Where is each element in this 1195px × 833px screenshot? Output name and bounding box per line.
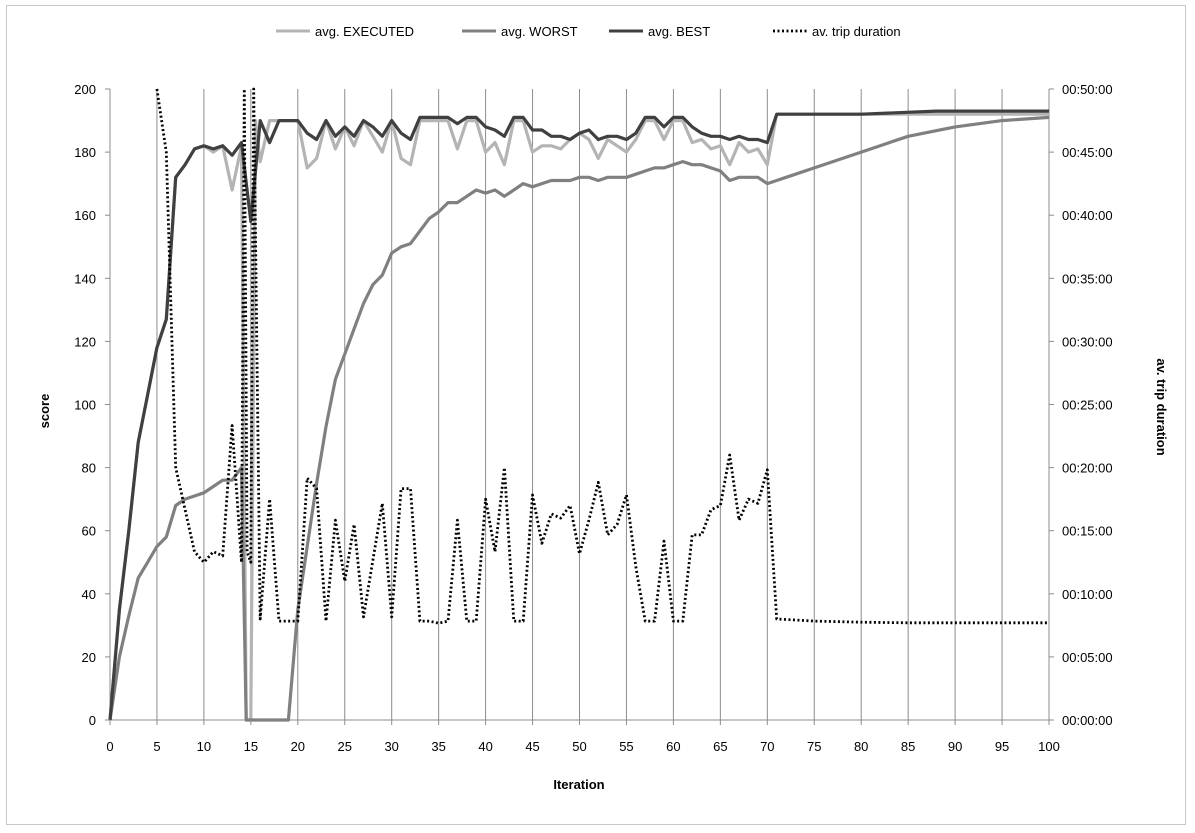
legend-label-2: avg. BEST bbox=[648, 24, 710, 39]
y-tick-label-200: 200 bbox=[74, 82, 96, 97]
y2-tick-label-1: 00:05:00 bbox=[1062, 650, 1113, 665]
x-tick-label-15: 15 bbox=[244, 739, 258, 754]
x-tick-label-70: 70 bbox=[760, 739, 774, 754]
legend-label-1: avg. WORST bbox=[501, 24, 578, 39]
x-tick-label-90: 90 bbox=[948, 739, 962, 754]
chart-frame bbox=[6, 5, 1186, 825]
x-tick-label-35: 35 bbox=[431, 739, 445, 754]
y-tick-label-80: 80 bbox=[82, 461, 96, 476]
y2-tick-label-0: 00:00:00 bbox=[1062, 713, 1113, 728]
y2-tick-label-3: 00:15:00 bbox=[1062, 524, 1113, 539]
x-tick-label-10: 10 bbox=[197, 739, 211, 754]
y2-tick-label-10: 00:50:00 bbox=[1062, 82, 1113, 97]
series-line-2 bbox=[108, 109, 1049, 721]
x-tick-label-45: 45 bbox=[525, 739, 539, 754]
y-tick-label-160: 160 bbox=[74, 208, 96, 223]
series-line-0 bbox=[108, 112, 1049, 722]
x-axis-title: Iteration bbox=[553, 777, 604, 792]
legend: avg. EXECUTED avg. WORST avg. BEST av. trip… bbox=[276, 24, 901, 39]
y2-tick-label-5: 00:25:00 bbox=[1062, 398, 1113, 413]
y2-tick-label-7: 00:35:00 bbox=[1062, 271, 1113, 286]
x-tick-label-20: 20 bbox=[291, 739, 305, 754]
x-tick-label-40: 40 bbox=[478, 739, 492, 754]
series-line-1 bbox=[108, 115, 1050, 722]
x-tick-label-0: 0 bbox=[106, 739, 113, 754]
y-tick-label-180: 180 bbox=[74, 145, 96, 160]
y-tick-label-20: 20 bbox=[82, 650, 96, 665]
y2-tick-label-4: 00:20:00 bbox=[1062, 461, 1113, 476]
y-tick-label-120: 120 bbox=[74, 334, 96, 349]
x-tick-label-55: 55 bbox=[619, 739, 633, 754]
vertical-gridlines bbox=[156, 89, 1050, 720]
y2-tick-label-6: 00:30:00 bbox=[1062, 334, 1113, 349]
y2-tick-label-8: 00:40:00 bbox=[1062, 208, 1113, 223]
series-line-3 bbox=[155, 87, 1049, 625]
x-tick-label-60: 60 bbox=[666, 739, 680, 754]
tick-labels: 0 5 10 15 20 25 30 35 40 45 50 55 60 65 70 75 80 85 90 95 10… bbox=[74, 82, 1112, 754]
series-lines bbox=[108, 87, 1050, 722]
y-tick-label-100: 100 bbox=[74, 398, 96, 413]
y2-tick-label-2: 00:10:00 bbox=[1062, 587, 1113, 602]
x-tick-label-30: 30 bbox=[384, 739, 398, 754]
x-tick-label-100: 100 bbox=[1038, 739, 1060, 754]
y2-tick-label-9: 00:45:00 bbox=[1062, 145, 1113, 160]
y-axis-title: score bbox=[37, 394, 52, 429]
x-tick-label-85: 85 bbox=[901, 739, 915, 754]
legend-label-0: avg. EXECUTED bbox=[315, 24, 414, 39]
y-tick-label-60: 60 bbox=[82, 524, 96, 539]
x-tick-label-75: 75 bbox=[807, 739, 821, 754]
x-tick-label-95: 95 bbox=[995, 739, 1009, 754]
legend-label-3: av. trip duration bbox=[812, 24, 901, 39]
x-tick-label-5: 5 bbox=[153, 739, 160, 754]
y-tick-label-140: 140 bbox=[74, 271, 96, 286]
y-tick-label-40: 40 bbox=[82, 587, 96, 602]
x-tick-label-25: 25 bbox=[338, 739, 352, 754]
x-tick-label-65: 65 bbox=[713, 739, 727, 754]
y2-axis-title: av. trip duration bbox=[1154, 358, 1169, 455]
x-tick-label-50: 50 bbox=[572, 739, 586, 754]
x-tick-label-80: 80 bbox=[854, 739, 868, 754]
y-tick-label-0: 0 bbox=[89, 713, 96, 728]
